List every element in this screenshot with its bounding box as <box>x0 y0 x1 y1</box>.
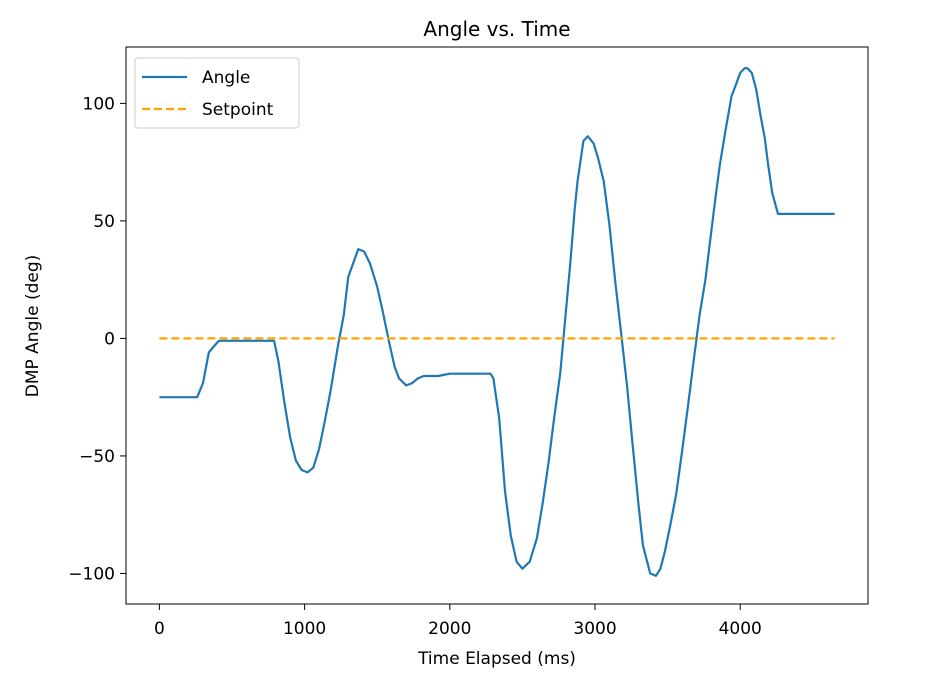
y-tick-label: 100 <box>83 94 115 114</box>
y-tick-label: −100 <box>68 564 115 584</box>
x-tick-label: 0 <box>154 619 165 639</box>
legend-box <box>134 57 300 129</box>
x-axis-ticks: 0 1000 2000 3000 4000 <box>154 604 762 639</box>
chart-title: Angle vs. Time <box>423 17 570 41</box>
x-tick-label: 1000 <box>283 619 326 639</box>
y-axis-ticks: 100 50 0 −50 −100 <box>68 94 126 584</box>
y-tick-label: 50 <box>93 212 115 232</box>
x-axis-label: Time Elapsed (ms) <box>417 649 576 669</box>
y-tick-label: 0 <box>104 329 115 349</box>
legend: Angle Setpoint <box>134 57 300 129</box>
plot-layer <box>159 67 835 577</box>
axes-frame <box>125 46 869 605</box>
x-tick-label: 4000 <box>719 619 762 639</box>
y-axis-label: DMP Angle (deg) <box>23 255 43 398</box>
x-tick-label: 2000 <box>428 619 471 639</box>
legend-label-setpoint: Setpoint <box>202 100 274 120</box>
legend-label-angle: Angle <box>202 68 250 88</box>
x-tick-label: 3000 <box>573 619 616 639</box>
series-line-angle <box>159 67 835 577</box>
y-tick-label: −50 <box>79 447 115 467</box>
